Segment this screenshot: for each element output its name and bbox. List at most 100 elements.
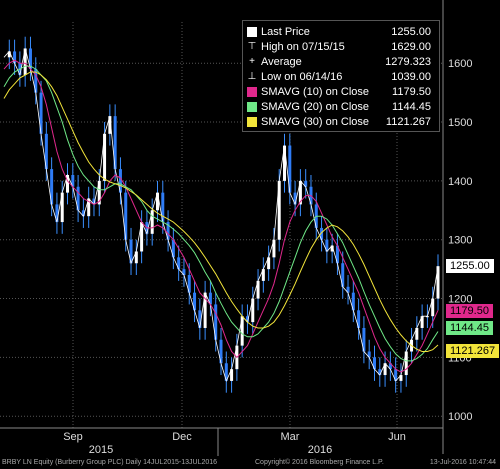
candle-body [140, 222, 144, 252]
x-tick-label: Jun [388, 431, 406, 443]
y-tick-label: 1500 [448, 117, 472, 129]
candle-body [394, 369, 398, 381]
candle-body [182, 269, 186, 276]
legend-value: 1039.00 [391, 71, 431, 83]
candle-body [388, 363, 392, 370]
candle-body [436, 266, 440, 299]
legend-swatch [247, 102, 257, 112]
candle-body [341, 263, 345, 287]
candle-body [13, 51, 17, 64]
footer-security: BRBY LN Equity (Burberry Group PLC) Dail… [2, 459, 218, 466]
legend-entry: Last Price 1255.00 [243, 24, 439, 40]
candle-body [208, 292, 212, 305]
y-tick-label: 1000 [448, 411, 472, 423]
candle-body [203, 292, 207, 328]
legend-value: 1279.323 [385, 56, 431, 68]
candle-body [7, 51, 11, 58]
legend-value: 1144.45 [392, 101, 431, 113]
candle-body [357, 310, 361, 328]
legend-label: High on 07/15/15 [261, 41, 345, 53]
candle-body [346, 286, 350, 293]
candle-body [404, 351, 408, 376]
candle-body [240, 316, 244, 346]
footer: BRBY LN Equity (Burberry Group PLC) Dail… [0, 456, 500, 469]
candle-body [50, 169, 54, 205]
candle-body [113, 116, 117, 170]
candle-body [367, 351, 371, 358]
legend-value: 1121.267 [385, 116, 431, 128]
candle-body [155, 192, 159, 211]
year-label: 2016 [308, 444, 332, 456]
candle-body [171, 239, 175, 258]
candle-body [66, 174, 70, 193]
series-lines [3, 48, 439, 383]
candle-body [134, 251, 138, 264]
candle-body [187, 275, 191, 293]
x-tick-label: Sep [63, 431, 83, 443]
high-icon: ⊤ [247, 41, 257, 52]
candle-body [261, 269, 265, 281]
candle-body [71, 174, 75, 187]
series-line-2 [3, 65, 439, 362]
series-line-1 [3, 59, 439, 373]
candle-body [28, 48, 32, 70]
candle-body [166, 222, 170, 240]
legend-swatch [247, 117, 257, 127]
legend-label: Average [261, 56, 302, 68]
candle-body [293, 192, 297, 205]
y-tick-label: 1400 [448, 176, 472, 188]
legend-label: SMAVG (20) on Close [261, 101, 370, 113]
candle-body [108, 116, 112, 134]
price-tag: 1121.267 [446, 343, 500, 358]
candle-body [415, 327, 419, 340]
y-tick-label: 1200 [448, 294, 472, 306]
candle-body [283, 145, 287, 181]
candle-body [351, 292, 355, 311]
legend-entry: + Average 1279.323 [243, 54, 439, 70]
candle-body [224, 363, 228, 381]
candle-body [23, 48, 27, 75]
price-tag: 1179.50 [446, 303, 493, 318]
candle-body [161, 192, 165, 223]
candle-body [383, 363, 387, 376]
avg-icon: + [249, 56, 255, 67]
candle-body [304, 180, 308, 187]
candle-body [129, 239, 133, 264]
legend-label: Last Price [261, 26, 310, 38]
candle-body [103, 133, 107, 181]
candle-body [335, 245, 339, 264]
candle-body [118, 169, 122, 193]
legend-label: Low on 06/14/16 [261, 71, 343, 83]
candle-body [251, 298, 255, 323]
candle-body [214, 304, 218, 340]
candle-body [219, 339, 223, 364]
candle-body [330, 245, 334, 252]
y-tick-label: 1600 [448, 58, 472, 70]
candle-body [55, 204, 59, 223]
candle-body [81, 210, 85, 217]
candle-body [425, 316, 429, 318]
year-label: 2015 [89, 444, 113, 456]
candle-body [87, 198, 91, 217]
candle-body [124, 192, 128, 240]
candle-body [320, 227, 324, 240]
legend-label: SMAVG (10) on Close [261, 86, 370, 98]
legend-swatch [247, 87, 257, 97]
legend-entry: ⊤ High on 07/15/15 1629.00 [243, 39, 439, 55]
candle-body [198, 310, 202, 328]
candle-body [298, 180, 302, 205]
candle-body [431, 298, 435, 317]
legend-value: 1179.50 [392, 86, 431, 98]
footer-copyright: Copyright© 2016 Bloomberg Finance L.P. [255, 459, 384, 466]
legend-label: SMAVG (30) on Close [261, 116, 370, 128]
candle-body [272, 239, 276, 258]
candle-body [60, 192, 64, 223]
legend-entry: ⊥ Low on 06/14/16 1039.00 [243, 69, 439, 85]
candle-body [230, 369, 234, 381]
price-tag: 1144.45 [446, 321, 493, 336]
y-tick-label: 1300 [448, 235, 472, 247]
candle-body [92, 198, 96, 205]
candle-body [420, 316, 424, 328]
